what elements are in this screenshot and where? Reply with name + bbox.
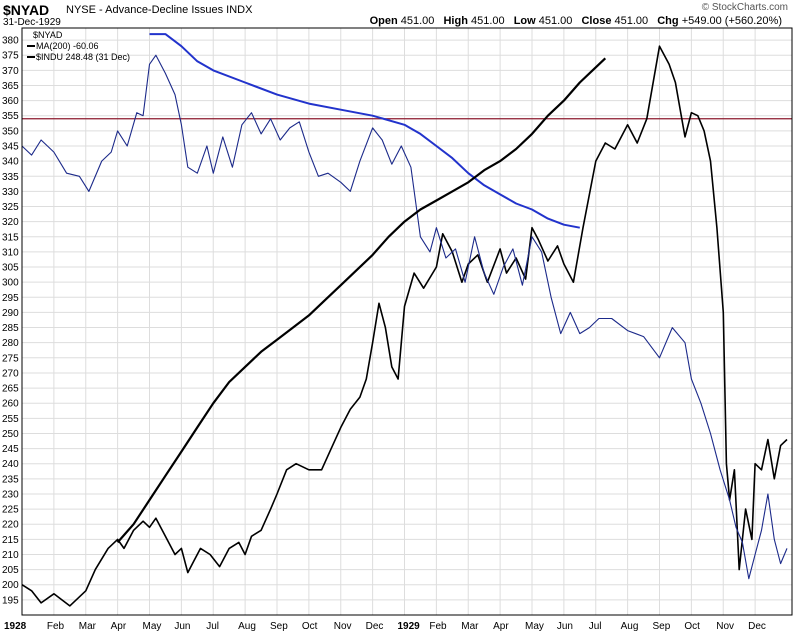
y-tick-label: 290: [2, 308, 19, 319]
plot-frame: [21, 27, 793, 616]
x-axis: 1928 Feb Mar Apr May Jun Jul Aug Sep Oct Nov Dec 192…: [4, 621, 766, 632]
y-tick-label: 220: [2, 520, 19, 531]
y-tick-label: 305: [2, 263, 19, 274]
y-tick-label: 335: [2, 172, 19, 183]
x-tick-label: Apr: [493, 621, 509, 632]
y-tick-label: 225: [2, 505, 19, 516]
y-tick-label: 280: [2, 338, 19, 349]
low-value: 451.00: [538, 15, 573, 27]
y-tick-label: 375: [2, 51, 19, 62]
y-tick-label: 325: [2, 202, 19, 213]
y-tick-label: 215: [2, 535, 19, 546]
y-tick-label: 310: [2, 247, 19, 258]
x-tick-label: 1929: [398, 621, 421, 632]
x-tick-label: Feb: [47, 621, 65, 632]
y-tick-label: 255: [2, 414, 19, 425]
y-tick-label: 275: [2, 353, 19, 364]
high-value: 451.00: [470, 15, 505, 27]
x-tick-label: May: [525, 621, 544, 632]
chg-value: +549.00 (+560.20%): [681, 15, 782, 27]
x-tick-label: Nov: [334, 621, 352, 632]
y-tick-label: 230: [2, 489, 19, 500]
chart-header: $NYAD NYSE - Advance-Decline Issues INDX…: [0, 0, 794, 28]
x-tick-label: Sep: [653, 621, 671, 632]
x-tick-label: Mar: [79, 621, 97, 632]
x-tick-label: Oct: [684, 621, 700, 632]
series-layer: [21, 33, 792, 607]
x-tick-label: 1928: [4, 621, 27, 632]
close-label: Close: [581, 15, 612, 27]
watermark: © StockCharts.com: [701, 2, 788, 13]
x-tick-label: Jun: [557, 621, 573, 632]
x-tick-label: Sep: [270, 621, 288, 632]
y-tick-label: 320: [2, 217, 19, 228]
x-tick-label: Aug: [621, 621, 639, 632]
y-tick-label: 315: [2, 232, 19, 243]
open-value: 451.00: [400, 15, 435, 27]
grid: [22, 28, 792, 615]
y-tick-label: 295: [2, 293, 19, 304]
y-tick-label: 195: [2, 595, 19, 606]
y-tick-label: 370: [2, 66, 19, 77]
x-tick-label: Feb: [429, 621, 447, 632]
chg-label: Chg: [657, 15, 679, 27]
y-tick-label: 365: [2, 81, 19, 92]
y-axis: 195 200 205 210 215 220 225 230 235 240 245 250 255 2…: [2, 36, 19, 607]
chart-date: 31-Dec-1929: [3, 17, 61, 28]
symbol-description: NYSE - Advance-Decline Issues INDX: [66, 4, 253, 16]
indu-line: [21, 45, 788, 607]
trend-line: [116, 57, 607, 544]
x-tick-label: Aug: [238, 621, 256, 632]
x-tick-label: Dec: [748, 621, 766, 632]
y-tick-label: 245: [2, 444, 19, 455]
y-tick-label: 360: [2, 96, 19, 107]
y-tick-label: 250: [2, 429, 19, 440]
y-tick-label: 205: [2, 565, 19, 576]
close-value: 451.00: [614, 15, 649, 27]
y-tick-label: 330: [2, 187, 19, 198]
legend-entry: MA(200) -60.06: [36, 41, 99, 51]
symbol-title: $NYAD: [3, 2, 50, 18]
x-tick-label: Jun: [174, 621, 190, 632]
x-tick-label: Dec: [366, 621, 384, 632]
ohlc-readout: Open 451.00 High 451.00 Low 451.00 Close…: [370, 15, 788, 27]
y-tick-label: 270: [2, 368, 19, 379]
low-label: Low: [513, 15, 536, 27]
x-tick-label: Oct: [302, 621, 318, 632]
nyad-line: [21, 54, 788, 580]
ma200-line: [149, 33, 580, 229]
high-label: High: [443, 15, 468, 27]
y-tick-label: 240: [2, 459, 19, 470]
y-tick-label: 235: [2, 474, 19, 485]
legend-entry: $INDU 248.48 (31 Dec): [36, 52, 130, 62]
y-tick-label: 260: [2, 399, 19, 410]
y-tick-label: 340: [2, 157, 19, 168]
open-label: Open: [369, 15, 398, 27]
x-tick-label: Mar: [461, 621, 479, 632]
x-tick-label: Nov: [716, 621, 734, 632]
y-tick-label: 300: [2, 278, 19, 289]
y-tick-label: 345: [2, 142, 19, 153]
y-tick-label: 350: [2, 126, 19, 137]
legend-entry: $NYAD: [33, 30, 63, 40]
y-tick-label: 210: [2, 550, 19, 561]
y-tick-label: 265: [2, 384, 19, 395]
y-tick-label: 355: [2, 111, 19, 122]
y-tick-label: 200: [2, 580, 19, 591]
y-tick-label: 285: [2, 323, 19, 334]
x-tick-label: Apr: [111, 621, 127, 632]
x-tick-label: Jul: [589, 621, 602, 632]
x-tick-label: Jul: [206, 621, 219, 632]
y-tick-label: 380: [2, 36, 19, 47]
x-tick-label: May: [143, 621, 162, 632]
